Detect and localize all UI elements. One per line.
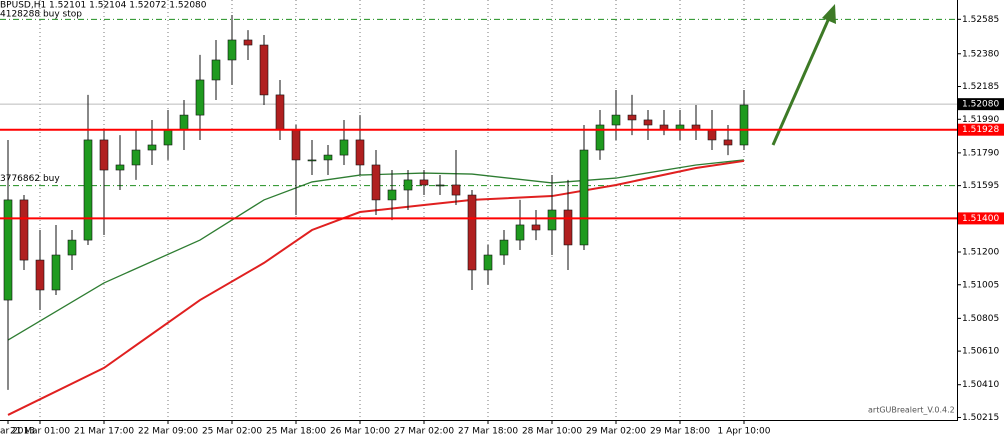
- x-tick-label: 28 Mar 10:00: [522, 427, 582, 437]
- candle-body: [275, 94, 285, 131]
- candle-body: [131, 149, 141, 166]
- y-tick-label: 1.51595: [962, 181, 999, 191]
- candle-body: [163, 129, 173, 146]
- order-label: 4128288 buy stop: [0, 10, 82, 20]
- candle-body: [323, 154, 333, 161]
- candle-body: [419, 179, 429, 186]
- candle-body: [515, 224, 525, 241]
- candle-body: [243, 39, 253, 46]
- candle-body: [627, 114, 637, 121]
- x-tick-label: 21 Mar 01:00: [10, 427, 70, 437]
- y-tick-label: 1.52585: [962, 15, 999, 25]
- current-price-label: 1.52080: [962, 100, 999, 110]
- y-tick-label: 1.51790: [962, 148, 999, 158]
- y-tick-label: 1.51990: [962, 115, 999, 125]
- candle-body: [259, 44, 269, 96]
- candle-body: [83, 139, 93, 241]
- y-tick-label: 1.52380: [962, 49, 999, 59]
- y-tick-label: 1.50410: [962, 380, 999, 390]
- candle-body: [403, 179, 413, 191]
- chart-title: BPUSD,H1 1.52101 1.52104 1.52072 1.52080: [0, 1, 207, 11]
- candle-body: [531, 224, 541, 231]
- candle-body: [67, 239, 77, 256]
- order-label: 3776862 buy: [0, 174, 60, 184]
- candle-body: [643, 119, 653, 126]
- level-tag: [958, 123, 1004, 136]
- x-tick-label: 26 Mar 10:00: [330, 427, 390, 437]
- candle-body: [723, 139, 733, 146]
- candle-body: [3, 199, 13, 301]
- y-tick-label: 1.52185: [962, 82, 999, 92]
- x-tick-label: 22 Mar 09:00: [138, 427, 198, 437]
- candle-body: [467, 194, 477, 271]
- level-label: 1.51928: [962, 125, 999, 135]
- candle-body: [595, 124, 605, 151]
- candle-body: [307, 159, 317, 162]
- candle-body: [211, 59, 221, 81]
- candle-body: [579, 149, 589, 246]
- trend-arrow-head: [822, 4, 836, 24]
- candle-body: [435, 184, 445, 187]
- candle-body: [195, 79, 205, 116]
- y-tick-label: 1.50805: [962, 314, 999, 324]
- candle-body: [179, 114, 189, 131]
- x-tick-label: ar 2013: [0, 427, 35, 437]
- candle-body: [19, 199, 29, 261]
- candle-body: [547, 209, 557, 231]
- current-price-tag: [958, 98, 1004, 111]
- candle-body: [291, 129, 301, 161]
- candle-body: [483, 254, 493, 271]
- candle-body: [611, 114, 621, 126]
- candle-body: [739, 104, 749, 146]
- x-tick-label: 25 Mar 18:00: [266, 427, 326, 437]
- x-tick-label: 29 Mar 02:00: [586, 427, 646, 437]
- trend-arrow: [771, 17, 831, 146]
- x-tick-label: 21 Mar 17:00: [74, 427, 134, 437]
- level-label: 1.51400: [962, 214, 999, 224]
- candle-body: [355, 139, 365, 166]
- y-tick-label: 1.50610: [962, 347, 999, 357]
- plot: [0, 0, 957, 420]
- candle-body: [563, 209, 573, 246]
- footer: artGUBrealert_V.0.4.2: [868, 406, 955, 415]
- candle-body: [99, 139, 109, 171]
- y-tick-label: 1.51200: [962, 248, 999, 258]
- level-tag: [958, 212, 1004, 225]
- candle-body: [499, 239, 509, 256]
- candle-body: [147, 144, 157, 151]
- candle-body: [387, 189, 397, 201]
- candle-body: [371, 164, 381, 201]
- y-tick-label: 1.51005: [962, 280, 999, 290]
- candle-body: [51, 254, 61, 291]
- candle-body: [707, 129, 717, 141]
- x-tick-label: 25 Mar 02:00: [202, 427, 262, 437]
- y-tick-label: 1.50215: [962, 413, 999, 423]
- x-tick-label: 27 Mar 02:00: [394, 427, 454, 437]
- candle-body: [451, 184, 461, 196]
- x-tick-label: 27 Mar 18:00: [458, 427, 518, 437]
- candle-body: [35, 259, 45, 291]
- candle-body: [339, 139, 349, 156]
- x-tick-label: 29 Mar 18:00: [650, 427, 710, 437]
- candle-body: [115, 164, 125, 171]
- x-tick-label: 1 Apr 10:00: [718, 427, 771, 437]
- candle-body: [227, 39, 237, 61]
